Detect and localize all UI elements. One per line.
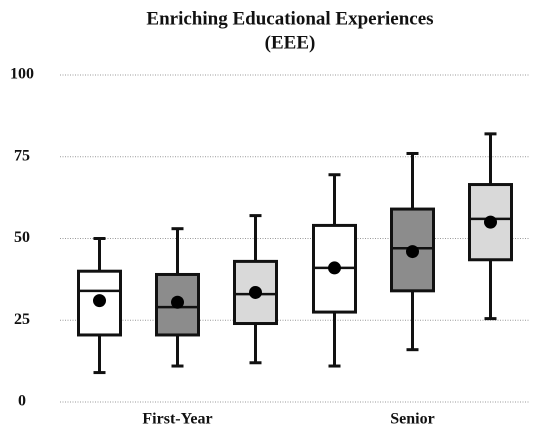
x-tick-label: Senior <box>390 411 434 428</box>
y-tick-label: 75 <box>14 147 30 164</box>
y-tick-label: 100 <box>10 66 34 83</box>
chart-title: Enriching Educational Experiences <box>146 8 433 29</box>
mean <box>171 295 184 309</box>
x-tick-label: First-Year <box>142 411 212 428</box>
mean <box>93 294 106 308</box>
mean <box>406 245 419 259</box>
mean <box>484 215 497 229</box>
y-tick-label: 0 <box>18 393 26 410</box>
mean <box>328 261 341 275</box>
y-tick-label: 50 <box>14 229 30 246</box>
chart-title: (EEE) <box>265 32 316 53</box>
mean <box>249 285 262 299</box>
y-tick-label: 25 <box>14 311 30 328</box>
